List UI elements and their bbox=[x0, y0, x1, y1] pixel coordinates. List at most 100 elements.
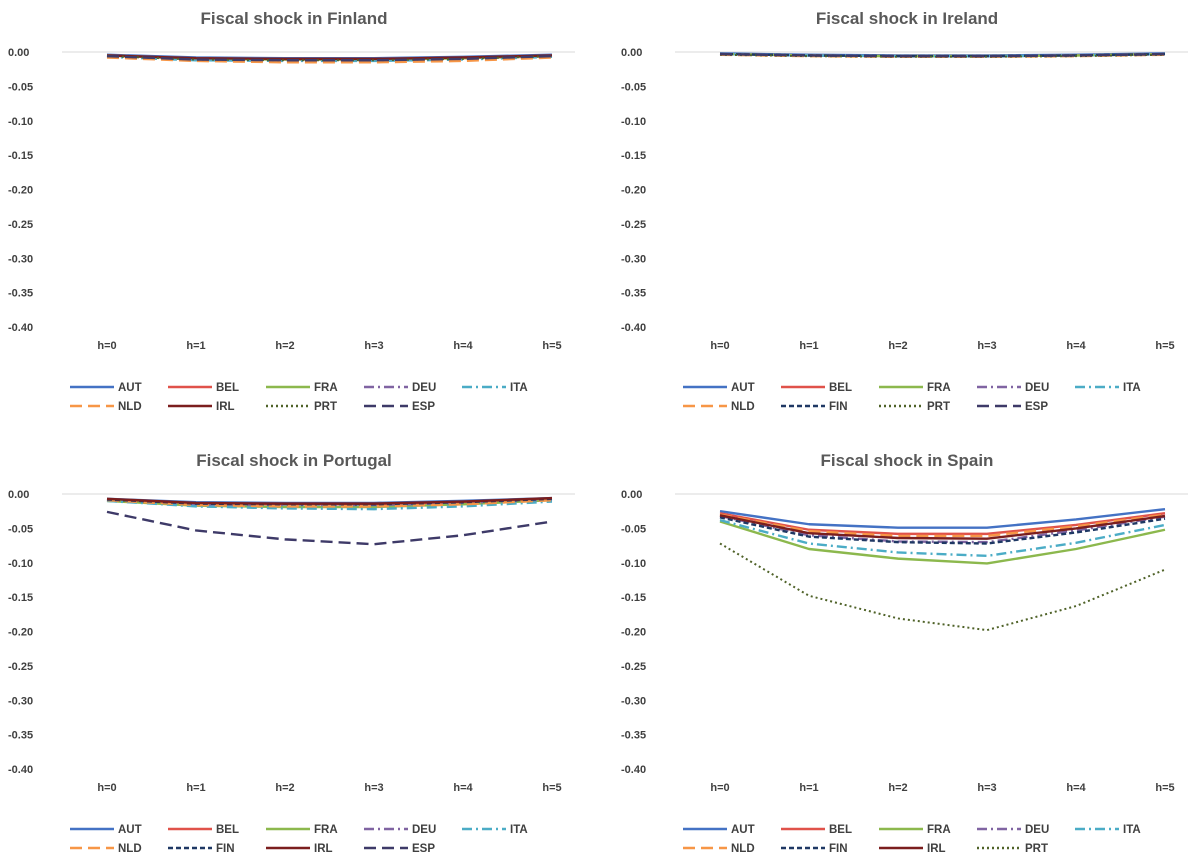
legend-item-nld: NLD bbox=[70, 401, 142, 413]
y-tick-label: -0.40 bbox=[621, 322, 646, 334]
x-tick-label: h=3 bbox=[977, 782, 996, 794]
x-tick-label: h=2 bbox=[888, 782, 907, 794]
legend-label: DEU bbox=[1025, 382, 1049, 394]
y-tick-label: -0.35 bbox=[621, 288, 646, 300]
x-tick-label: h=5 bbox=[542, 340, 561, 352]
legend-item-deu: DEU bbox=[364, 824, 436, 836]
x-tick-label: h=1 bbox=[186, 340, 205, 352]
series-line-nld bbox=[106, 498, 553, 508]
x-tick-label: h=3 bbox=[364, 340, 383, 352]
legend-label: ITA bbox=[1123, 824, 1141, 836]
x-tick-label: h=4 bbox=[1066, 340, 1086, 352]
legend-label: ESP bbox=[412, 401, 435, 413]
y-tick-label: -0.10 bbox=[621, 558, 646, 570]
legend-label: ITA bbox=[1123, 382, 1141, 394]
x-tick-label: h=4 bbox=[453, 340, 473, 352]
y-tick-label: -0.20 bbox=[8, 185, 33, 197]
y-tick-label: -0.05 bbox=[621, 523, 646, 535]
y-tick-label: -0.30 bbox=[8, 695, 33, 707]
legend-item-fra: FRA bbox=[879, 382, 951, 394]
legend-label: PRT bbox=[314, 401, 337, 413]
legend-item-nld: NLD bbox=[70, 843, 142, 855]
series-line-irl bbox=[106, 496, 553, 505]
legend-label: PRT bbox=[1025, 843, 1048, 855]
y-tick-label: -0.30 bbox=[621, 695, 646, 707]
legend-item-aut: AUT bbox=[683, 382, 755, 394]
x-tick-label: h=4 bbox=[1066, 782, 1086, 794]
legend-label: BEL bbox=[829, 824, 852, 836]
legend-item-deu: DEU bbox=[977, 824, 1049, 836]
legend-item-prt: PRT bbox=[266, 401, 337, 413]
y-tick-label: -0.15 bbox=[621, 592, 646, 604]
y-tick-label: -0.30 bbox=[621, 253, 646, 265]
x-tick-label: h=0 bbox=[97, 782, 116, 794]
chart-title: Fiscal shock in Spain bbox=[821, 451, 994, 470]
legend-item-irl: IRL bbox=[168, 401, 235, 413]
legend-item-fin: FIN bbox=[781, 843, 848, 855]
y-tick-label: -0.30 bbox=[8, 253, 33, 265]
legend-label: FIN bbox=[216, 843, 235, 855]
y-tick-label: -0.35 bbox=[621, 730, 646, 742]
y-tick-label: -0.20 bbox=[8, 627, 33, 639]
legend-label: FRA bbox=[927, 382, 951, 394]
y-tick-label: -0.35 bbox=[8, 730, 33, 742]
chart-panel: Fiscal shock in Ireland 0.00 -0.05 -0.10 -0.… bbox=[621, 9, 1188, 413]
y-tick-label: 0.00 bbox=[621, 47, 642, 59]
legend-item-bel: BEL bbox=[781, 824, 852, 836]
series-line-bel bbox=[719, 512, 1166, 536]
x-tick-label: h=5 bbox=[542, 782, 561, 794]
y-tick-label: 0.00 bbox=[8, 47, 29, 59]
legend-item-fin: FIN bbox=[168, 843, 235, 855]
y-tick-label: -0.40 bbox=[8, 322, 33, 334]
legend-item-aut: AUT bbox=[70, 824, 142, 836]
legend-item-nld: NLD bbox=[683, 401, 755, 413]
y-tick-label: -0.05 bbox=[8, 81, 33, 93]
x-tick-label: h=2 bbox=[275, 782, 294, 794]
x-tick-label: h=1 bbox=[186, 782, 205, 794]
legend-label: DEU bbox=[412, 824, 436, 836]
x-tick-label: h=3 bbox=[977, 340, 996, 352]
chart-panel: Fiscal shock in Spain 0.00 -0.05 -0.10 -0.15… bbox=[621, 451, 1188, 855]
legend-label: FIN bbox=[829, 843, 848, 855]
x-tick-label: h=0 bbox=[710, 782, 729, 794]
legend-label: NLD bbox=[731, 843, 755, 855]
series-line-prt bbox=[719, 542, 1166, 632]
chart-title: Fiscal shock in Finland bbox=[200, 9, 387, 28]
legend-item-esp: ESP bbox=[977, 401, 1048, 413]
legend-label: ITA bbox=[510, 382, 528, 394]
series-line-esp bbox=[719, 52, 1166, 58]
legend-label: NLD bbox=[118, 401, 142, 413]
series-line-nld bbox=[106, 56, 553, 64]
y-tick-label: -0.10 bbox=[8, 558, 33, 570]
series-line-fra bbox=[719, 520, 1166, 565]
x-tick-label: h=2 bbox=[275, 340, 294, 352]
chart-title: Fiscal shock in Portugal bbox=[196, 451, 392, 470]
legend-label: ESP bbox=[412, 843, 435, 855]
legend-item-ita: ITA bbox=[1075, 382, 1141, 394]
legend-label: AUT bbox=[118, 824, 142, 836]
series-line-nld bbox=[719, 513, 1166, 538]
legend-label: BEL bbox=[216, 382, 239, 394]
legend-label: FIN bbox=[829, 401, 848, 413]
legend-label: ESP bbox=[1025, 401, 1048, 413]
y-tick-label: 0.00 bbox=[8, 489, 29, 501]
y-tick-label: -0.15 bbox=[8, 150, 33, 162]
legend-label: DEU bbox=[412, 382, 436, 394]
series-line-irl bbox=[719, 514, 1166, 540]
y-tick-label: -0.10 bbox=[621, 116, 646, 128]
legend-item-nld: NLD bbox=[683, 843, 755, 855]
y-tick-label: -0.05 bbox=[621, 81, 646, 93]
series-line-ita bbox=[719, 518, 1166, 558]
legend-item-bel: BEL bbox=[168, 824, 239, 836]
y-tick-label: -0.40 bbox=[8, 764, 33, 776]
legend-item-deu: DEU bbox=[977, 382, 1049, 394]
legend-label: FRA bbox=[927, 824, 951, 836]
legend-item-fra: FRA bbox=[266, 824, 338, 836]
y-tick-label: 0.00 bbox=[621, 489, 642, 501]
legend-item-esp: ESP bbox=[364, 401, 435, 413]
legend-label: AUT bbox=[731, 382, 755, 394]
legend-label: BEL bbox=[829, 382, 852, 394]
legend-label: FRA bbox=[314, 824, 338, 836]
series-line-esp bbox=[106, 54, 553, 62]
